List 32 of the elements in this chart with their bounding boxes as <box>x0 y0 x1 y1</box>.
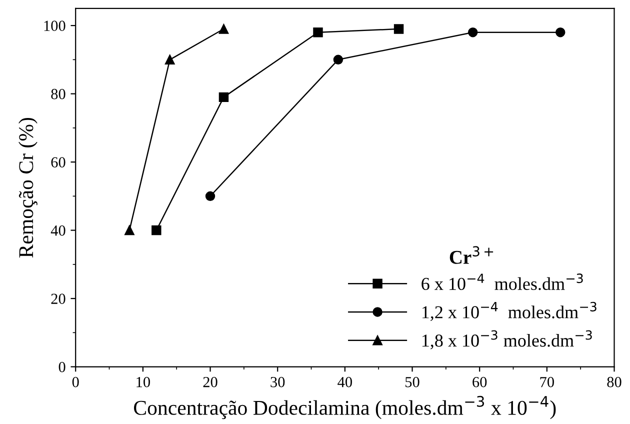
x-tick-label: 50 <box>406 376 420 388</box>
legend-label: 1,2 x 10$^{−4}$ moles.dm$^{−3}$ <box>422 302 596 321</box>
legend-label: 1,8 x 10$^{−3}$ moles.dm$^{−3}$ <box>422 330 592 350</box>
point <box>124 225 134 236</box>
legend-title: Cr$^{3+}$ <box>450 246 494 264</box>
point <box>152 225 162 236</box>
y-tick-label: 0 <box>58 362 66 372</box>
point <box>205 191 216 202</box>
x-tick-label: 80 <box>607 376 622 388</box>
y-axis-title: Remoção Cr (%) <box>18 118 38 258</box>
x-tick-label: 0 <box>72 376 79 388</box>
point <box>394 24 404 34</box>
x-tick-label: 10 <box>136 376 150 388</box>
point <box>468 28 478 38</box>
y-tick-label: 40 <box>50 225 66 236</box>
point <box>556 28 566 38</box>
y-tick-label: 60 <box>51 157 66 168</box>
y-tick-label: 100 <box>44 20 66 31</box>
y-tick-label: 80 <box>51 88 66 100</box>
y-tick-label: 20 <box>51 294 66 304</box>
x-tick-label: 30 <box>270 376 285 388</box>
point <box>333 54 344 65</box>
point <box>313 28 323 38</box>
point <box>165 54 175 65</box>
point <box>218 92 229 102</box>
x-tick-label: 70 <box>540 376 554 388</box>
legend-label: 6 x 10$^{−4}$ moles.dm$^{−3}$ <box>422 274 583 290</box>
x-axis-title: Concentração Dodecilamina (moles.dm$^{−3}$ x 10$^{−4}$) <box>134 396 556 420</box>
x-tick-label: 60 <box>472 376 487 388</box>
point <box>218 24 229 34</box>
x-tick-label: 40 <box>338 376 352 388</box>
x-tick-label: 20 <box>203 376 218 388</box>
